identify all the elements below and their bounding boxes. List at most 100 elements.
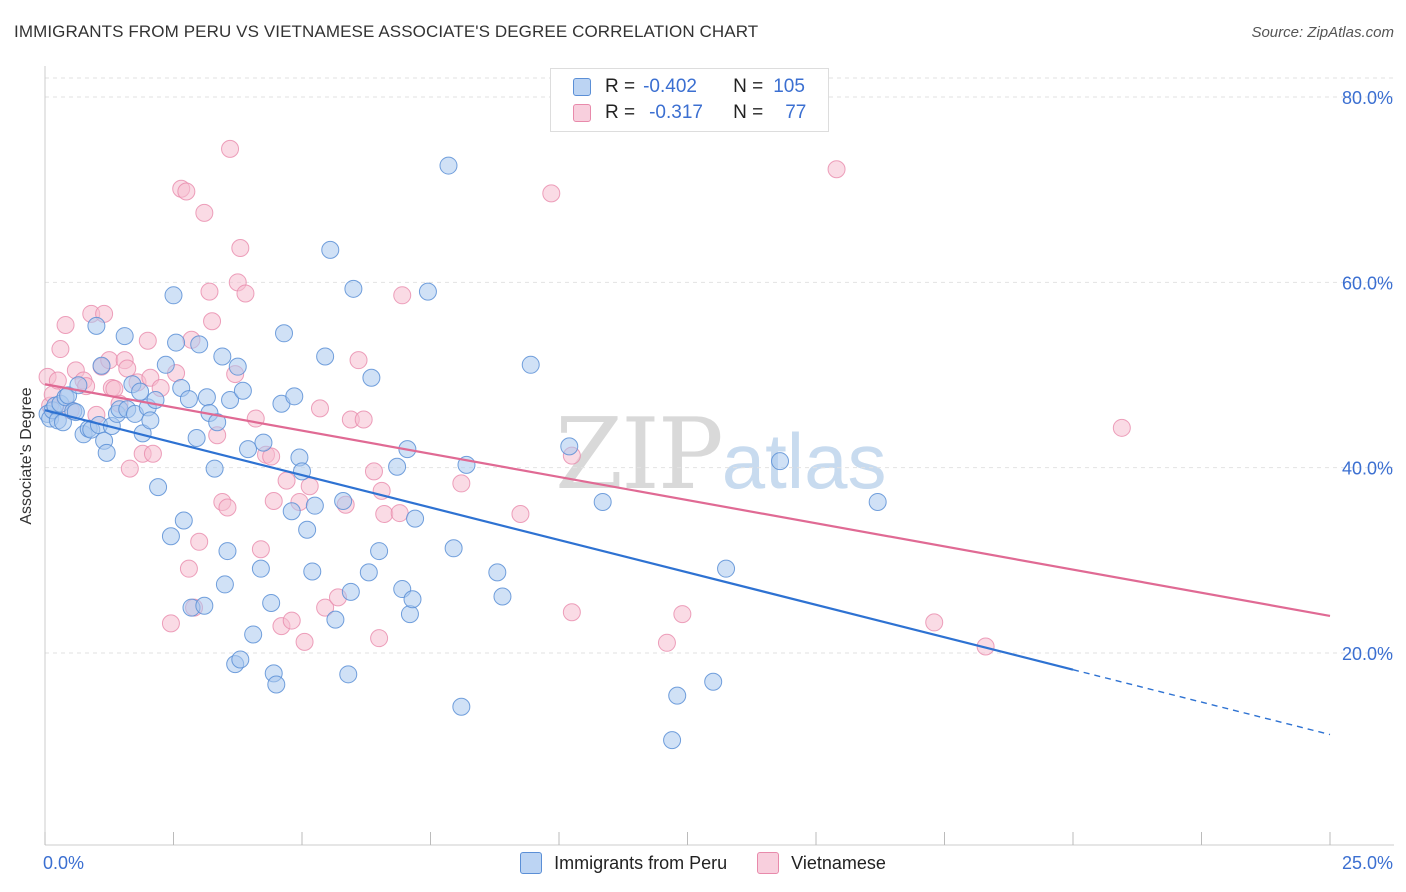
vietnamese-point <box>190 532 209 551</box>
peru-point <box>439 156 458 175</box>
y-tick-label: 20.0% <box>1342 644 1393 664</box>
peru-point <box>418 282 437 301</box>
chart-title: IMMIGRANTS FROM PERU VS VIETNAMESE ASSOC… <box>14 22 759 41</box>
peru-point <box>149 478 168 497</box>
peru-point <box>521 355 540 374</box>
vietnamese-point <box>218 498 237 517</box>
vietnamese-point <box>161 614 180 633</box>
peru-point <box>233 381 252 400</box>
peru-point <box>239 440 258 459</box>
vietnamese-point <box>452 474 471 493</box>
peru-point <box>717 559 736 578</box>
peru-point <box>388 457 407 476</box>
vietnamese-point <box>262 447 281 466</box>
legend-row-vietnamese: R = -0.317 N = 77 <box>573 101 806 125</box>
vietnamese-point <box>277 471 296 490</box>
trend-lines <box>44 383 1331 736</box>
vietnamese-point <box>316 598 335 617</box>
peru-point <box>187 429 206 448</box>
peru-point <box>262 593 281 612</box>
peru-point <box>115 327 134 346</box>
legend-r-value: -0.402 <box>643 76 697 97</box>
vietnamese-point <box>354 410 373 429</box>
vietnamese-point <box>200 282 219 301</box>
vietnamese-point <box>177 182 196 201</box>
vietnamese-point <box>300 477 319 496</box>
peru-trend-extension <box>1072 669 1331 736</box>
vietnamese-point <box>349 351 368 370</box>
vietnamese-point <box>370 629 389 648</box>
y-tick-label: 40.0% <box>1342 459 1393 479</box>
peru-trend-line <box>44 409 1074 671</box>
vietnamese-point <box>51 340 70 359</box>
vietnamese-swatch <box>573 104 591 122</box>
peru-point <box>704 672 723 691</box>
peru-point <box>174 511 193 530</box>
peru-point <box>344 279 363 298</box>
peru-point <box>97 443 116 462</box>
peru-point <box>208 413 227 432</box>
peru-point <box>228 357 247 376</box>
peru-point <box>359 563 378 582</box>
vietnamese-point <box>282 611 301 630</box>
watermark-zip: ZIP <box>555 398 724 512</box>
correlation-legend: R = -0.402 N = 105 R = -0.317 N = 77 <box>550 68 829 132</box>
peru-point <box>668 686 687 705</box>
peru-point <box>267 675 286 694</box>
x-tick-label: 25.0% <box>1342 853 1393 873</box>
legend-label-vietnamese: Vietnamese <box>791 852 886 873</box>
peru-point <box>197 388 216 407</box>
peru-point <box>321 240 340 259</box>
vietnamese-point <box>542 184 561 203</box>
peru-point <box>218 542 237 561</box>
vietnamese-point <box>375 505 394 523</box>
vietnamese-trend-line <box>44 383 1331 618</box>
peru-point <box>254 433 273 452</box>
vietnamese-point <box>295 632 314 651</box>
peru-point <box>179 390 198 409</box>
vietnamese-point <box>925 613 944 632</box>
y-tick-label: 60.0% <box>1342 273 1393 293</box>
vietnamese-point <box>118 359 137 378</box>
vietnamese-point <box>195 203 214 222</box>
peru-point <box>560 437 579 456</box>
peru-point <box>771 452 790 471</box>
peru-point <box>161 527 180 546</box>
vietnamese-point <box>251 540 270 559</box>
vietnamese-point <box>390 504 409 523</box>
legend-row-peru: R = -0.402 N = 105 <box>573 75 805 99</box>
vietnamese-point <box>221 139 240 158</box>
vietnamese-point <box>264 492 283 511</box>
peru-points <box>38 156 887 750</box>
peru-point <box>275 324 294 343</box>
series-legend: Immigrants from Peru Vietnamese <box>0 852 1406 874</box>
legend-r-label: R = <box>605 76 636 97</box>
tick-labels: 20.0% 40.0% 60.0% 80.0% 0.0% 25.0% <box>43 88 1393 873</box>
peru-point <box>244 625 263 644</box>
peru-point <box>167 333 186 352</box>
legend-item-peru: Immigrants from Peru <box>520 852 727 874</box>
legend-label-peru: Immigrants from Peru <box>554 852 728 873</box>
legend-n-label: N = <box>733 76 764 97</box>
peru-swatch <box>573 78 591 96</box>
peru-point <box>164 286 183 305</box>
peru-point <box>221 391 240 410</box>
y-tick-label: 80.0% <box>1342 88 1393 108</box>
vietnamese-point <box>236 284 255 303</box>
vietnamese-swatch <box>757 852 780 874</box>
peru-point <box>92 356 111 375</box>
peru-point <box>156 355 175 374</box>
peru-point <box>215 575 234 594</box>
peru-point <box>298 520 317 539</box>
vietnamese-point <box>143 444 162 463</box>
peru-point <box>190 335 209 354</box>
legend-r-value: -0.317 <box>649 102 703 123</box>
vietnamese-point <box>657 633 676 652</box>
vietnamese-point <box>246 409 265 428</box>
vietnamese-point <box>138 331 157 350</box>
peru-point <box>663 731 682 750</box>
vietnamese-point <box>1112 418 1131 437</box>
vietnamese-point <box>179 559 198 578</box>
peru-point <box>493 587 512 606</box>
